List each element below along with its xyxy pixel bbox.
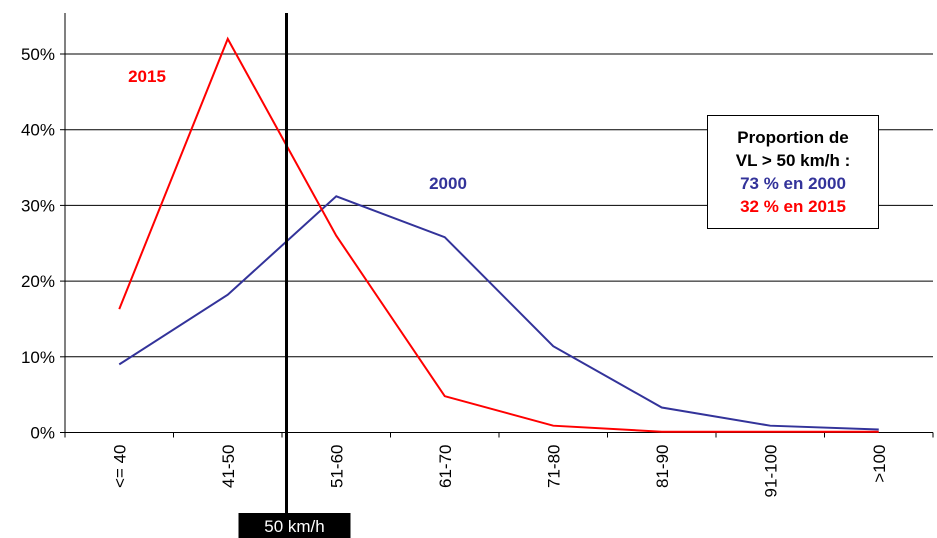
y-tick-label: 40%: [21, 121, 55, 140]
x-tick-label: 81-90: [653, 445, 672, 488]
info-box-line-2: VL > 50 km/h :: [735, 151, 851, 170]
threshold-label-box: [238, 513, 351, 538]
info-box-line-2000: 73 % en 2000: [740, 174, 846, 193]
y-tick-label: 0%: [30, 424, 55, 443]
info-box-line-1: Proportion de: [737, 128, 849, 147]
y-tick-labels: 0% 10% 20% 30% 40% 50%: [21, 45, 55, 443]
series-label-2015: 2015: [128, 67, 166, 86]
series-line-2015: [118, 36, 879, 433]
threshold-label: 50 km/h: [264, 517, 324, 536]
y-tick-label: 20%: [21, 272, 55, 291]
x-tick-label: >100: [870, 445, 889, 483]
series-label-2000: 2000: [429, 174, 467, 193]
series-line-2000: [118, 195, 879, 431]
x-tick-label: 51-60: [327, 445, 346, 488]
x-tick-label: 91-100: [761, 445, 780, 498]
y-tick-label: 30%: [21, 196, 55, 215]
series-lines: [118, 36, 879, 433]
x-tick-label: <= 40: [110, 445, 129, 489]
proportion-info-box: Proportion de VL > 50 km/h : 73 % en 200…: [707, 115, 879, 229]
y-tick-label: 50%: [21, 45, 55, 64]
series-labels: 2015 2000: [128, 67, 467, 193]
y-tick-label: 10%: [21, 348, 55, 367]
x-tick-label: 61-70: [436, 445, 455, 488]
x-tick-label: 41-50: [219, 445, 238, 488]
x-tick-labels: <= 40 41-50 51-60 61-70 71-80 81-90 91-100 >100: [110, 445, 889, 498]
x-tick-label: 71-80: [544, 445, 563, 488]
threshold-marker: 50 km/h: [238, 13, 351, 538]
info-box-line-2015: 32 % en 2015: [740, 197, 846, 216]
